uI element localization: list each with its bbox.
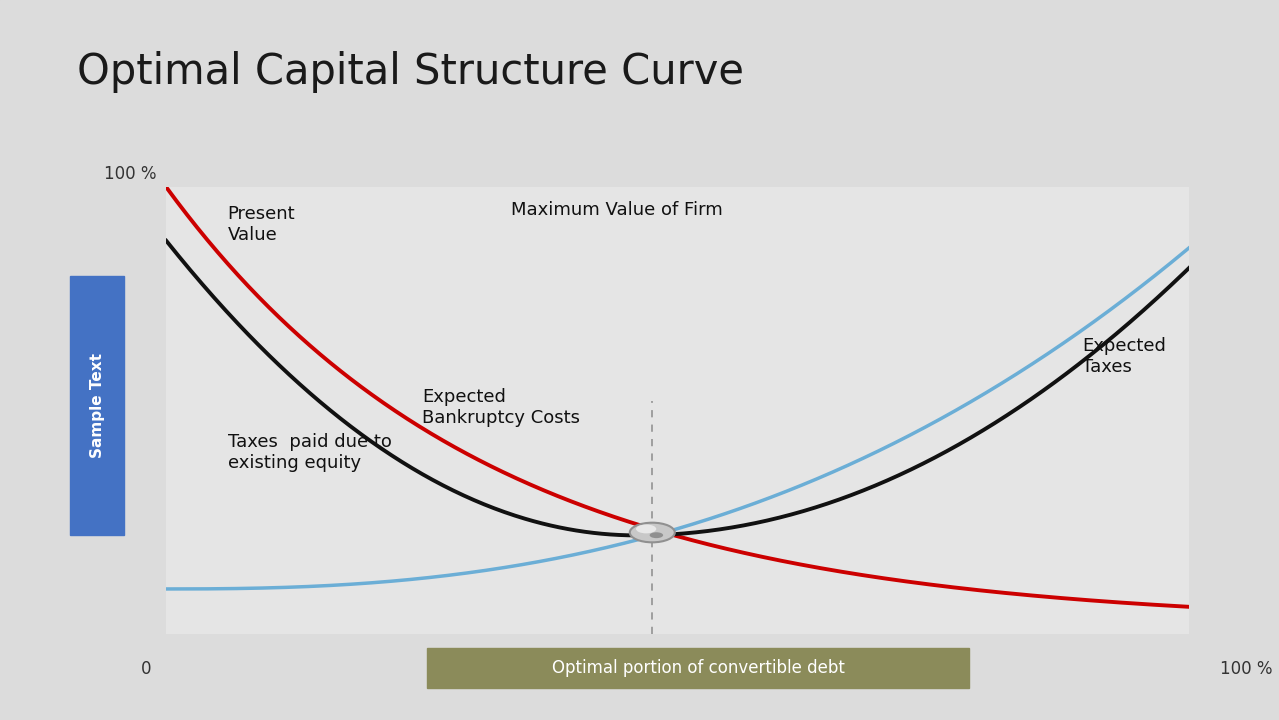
Text: Expected
Bankruptcy Costs: Expected Bankruptcy Costs <box>422 388 581 427</box>
Text: Maximum Value of Firm: Maximum Value of Firm <box>510 201 723 219</box>
Text: Optimal portion of convertible debt: Optimal portion of convertible debt <box>553 659 844 677</box>
Text: 100 %: 100 % <box>104 165 156 183</box>
Text: Expected
Taxes: Expected Taxes <box>1082 338 1166 377</box>
Text: Present
Value: Present Value <box>228 205 295 244</box>
Circle shape <box>636 525 656 534</box>
Bar <box>70 276 124 536</box>
Circle shape <box>629 523 675 542</box>
Text: 100 %: 100 % <box>1220 660 1273 678</box>
Circle shape <box>650 532 663 538</box>
Text: 0: 0 <box>141 660 151 678</box>
Bar <box>427 648 969 688</box>
Text: Sample Text: Sample Text <box>90 354 105 459</box>
Text: Taxes  paid due to
existing equity: Taxes paid due to existing equity <box>228 433 391 472</box>
Text: Optimal Capital Structure Curve: Optimal Capital Structure Curve <box>77 51 744 93</box>
